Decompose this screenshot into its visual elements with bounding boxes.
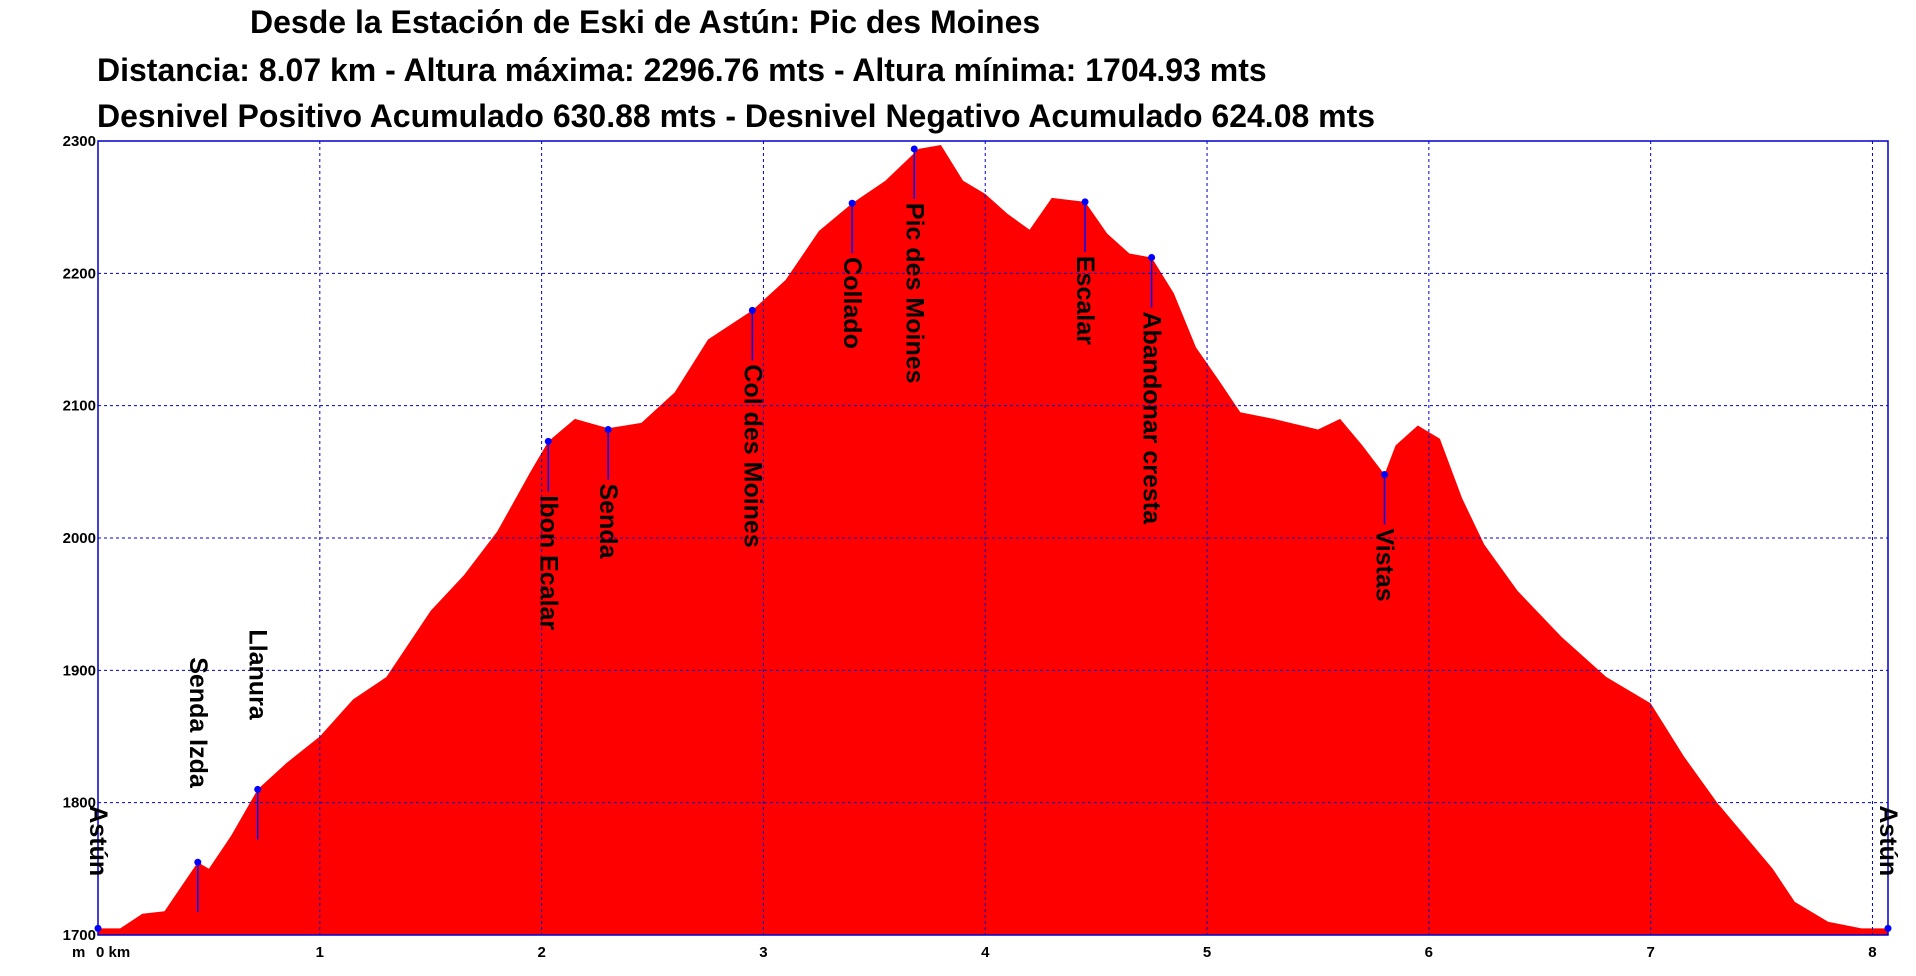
waypoint-label: Astún [1874,805,1902,876]
elevation-area [98,145,1888,935]
waypoint-marker [748,306,756,314]
waypoint-marker [604,425,612,433]
waypoint-marker [848,199,856,207]
x-tick-label: 0 km [96,944,130,961]
waypoint-marker [1148,253,1156,261]
distance-altitude-summary: Distancia: 8.07 km - Altura máxima: 2296… [97,52,1267,88]
y-tick-label: 2300 [63,133,96,150]
x-tick-label: 6 [1425,944,1433,961]
waypoint-marker [94,924,102,932]
y-tick-label: 1800 [63,795,96,812]
y-tick-label: 1900 [63,662,96,679]
x-tick-label: 8 [1868,944,1876,961]
waypoint-marker [1081,198,1089,206]
y-tick-label: 2200 [63,265,96,282]
waypoint-label: Ibon Ecalar [534,495,562,630]
waypoint-label: Vistas [1370,528,1398,601]
waypoint-label: Senda [594,483,622,559]
y-tick-label: 2000 [63,530,96,547]
x-tick-label: 5 [1203,944,1211,961]
waypoint-marker [1884,924,1892,932]
waypoint-marker [194,858,202,866]
x-tick-label: 4 [981,944,990,961]
waypoint-label: Pic des Moines [900,203,928,384]
waypoint-label: Senda Izda [184,657,212,789]
x-tick-label: 1 [316,944,324,961]
plot-frame [97,140,1889,936]
chart-title: Desde la Estación de Eski de Astún: Pic … [250,4,1041,40]
waypoint-marker [1380,470,1388,478]
waypoint-label: Abandonar cresta [1138,311,1166,525]
y-unit-label: m [72,944,85,961]
waypoint-marker [910,145,918,153]
waypoint-label: Col des Moines [738,364,766,547]
y-tick-label: 2100 [63,398,96,415]
y-tick-label: 1700 [63,927,96,944]
waypoint-label: Astún [84,805,112,876]
waypoint-marker [544,437,552,445]
waypoint-label: Collado [838,257,866,349]
waypoint-label: Escalar [1071,256,1099,345]
waypoint-marker [254,785,262,793]
waypoint-label: Llanura [244,629,272,720]
x-tick-label: 3 [759,944,767,961]
x-tick-label: 7 [1646,944,1654,961]
x-tick-label: 2 [537,944,545,961]
elevation-gain-summary: Desnivel Positivo Acumulado 630.88 mts -… [97,98,1376,134]
